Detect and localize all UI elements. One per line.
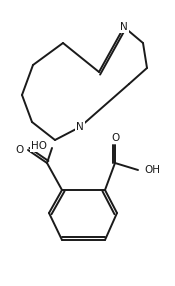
Text: O: O <box>16 145 24 155</box>
Text: OH: OH <box>144 165 160 175</box>
Text: HO: HO <box>31 141 47 151</box>
Text: O: O <box>112 133 120 143</box>
Text: N: N <box>120 22 128 32</box>
Text: N: N <box>76 122 84 132</box>
